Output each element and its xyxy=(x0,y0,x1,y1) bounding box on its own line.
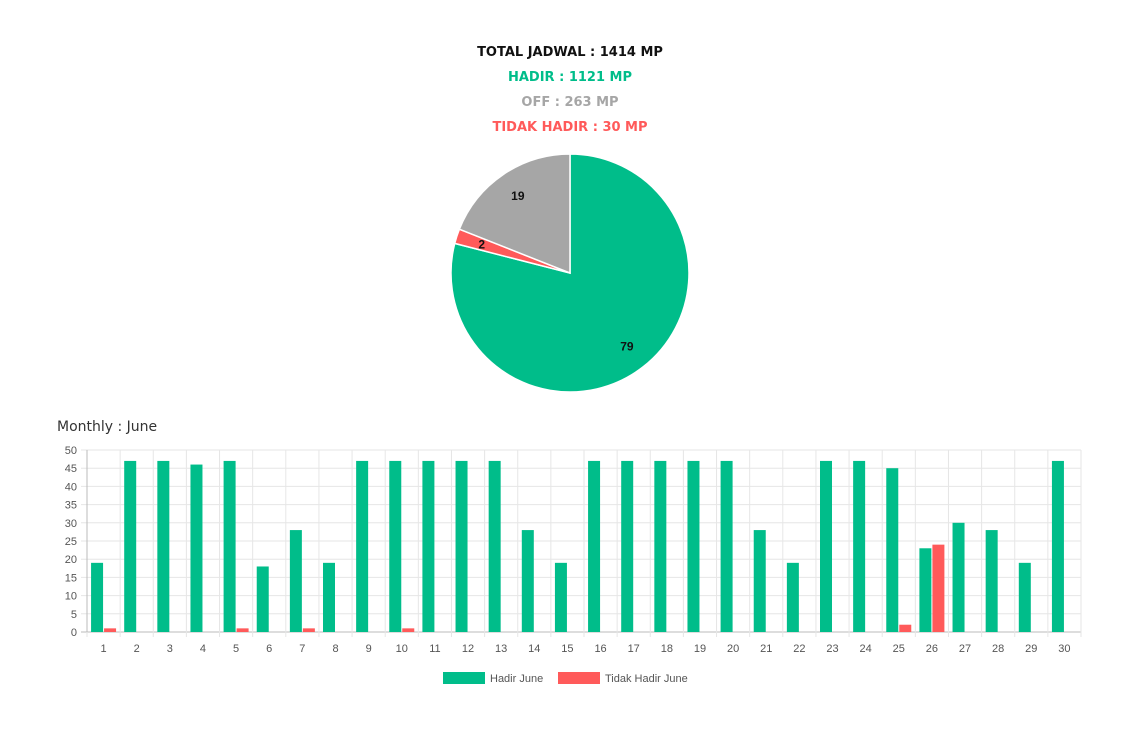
x-tick-label: 3 xyxy=(167,643,173,655)
x-tick-label: 27 xyxy=(959,643,971,655)
x-tick-label: 11 xyxy=(429,643,440,655)
x-tick-label: 5 xyxy=(233,643,239,655)
bar-hadir-day-24 xyxy=(853,460,866,632)
bar-tidak-hadir-day-10 xyxy=(402,628,415,632)
bar-hadir-day-8 xyxy=(323,562,335,632)
y-tick-label: 0 xyxy=(71,627,77,639)
x-tick-label: 13 xyxy=(495,643,507,655)
x-tick-label: 9 xyxy=(366,643,372,655)
bar-hadir-day-25 xyxy=(886,468,899,632)
pie-slice-label-tidak-hadir: 2 xyxy=(478,237,485,251)
bar-hadir-day-9 xyxy=(356,460,369,632)
y-tick-label: 15 xyxy=(65,572,77,584)
x-tick-label: 30 xyxy=(1058,643,1070,655)
bar-hadir-day-15 xyxy=(554,562,567,632)
y-tick-label: 35 xyxy=(65,500,77,512)
x-tick-label: 10 xyxy=(396,643,408,655)
x-tick-label: 29 xyxy=(1025,643,1037,655)
bar-hadir-day-17 xyxy=(621,460,634,632)
x-tick-label: 8 xyxy=(332,643,338,655)
y-tick-label: 10 xyxy=(65,591,77,603)
bar-hadir-day-21 xyxy=(753,530,766,632)
x-tick-label: 24 xyxy=(860,643,872,655)
bar-hadir-day-6 xyxy=(256,566,269,632)
pie-slice-label-off: 19 xyxy=(511,189,525,203)
legend-label-hadir-june: Hadir June xyxy=(490,673,543,685)
x-tick-label: 20 xyxy=(727,643,739,655)
y-tick-label: 50 xyxy=(65,445,77,457)
bar-tidak-hadir-day-5 xyxy=(236,628,249,632)
bar-hadir-day-28 xyxy=(985,530,998,632)
hadir-label: HADIR : 1121 MP xyxy=(507,70,632,85)
bar-hadir-day-16 xyxy=(588,460,601,632)
y-tick-label: 5 xyxy=(71,609,77,621)
y-tick-label: 25 xyxy=(65,536,77,548)
x-tick-label: 6 xyxy=(266,643,272,655)
legend-label-tidak-hadir-june: Tidak Hadir June xyxy=(605,673,688,685)
bar-hadir-day-18 xyxy=(654,460,667,632)
x-tick-label: 7 xyxy=(299,643,305,655)
bar-tidak-hadir-day-7 xyxy=(302,628,315,632)
x-tick-label: 2 xyxy=(134,643,140,655)
x-tick-label: 28 xyxy=(992,643,1004,655)
x-tick-label: 15 xyxy=(561,643,573,655)
bar-hadir-day-20 xyxy=(720,460,733,632)
x-tick-label: 14 xyxy=(528,643,540,655)
bar-hadir-day-19 xyxy=(687,460,700,632)
bar-hadir-day-27 xyxy=(952,522,965,632)
x-tick-label: 26 xyxy=(926,643,938,655)
bar-hadir-day-4 xyxy=(190,464,203,632)
bar-hadir-day-26 xyxy=(919,548,932,632)
x-tick-label: 18 xyxy=(661,643,673,655)
x-tick-label: 21 xyxy=(760,643,772,655)
y-tick-label: 30 xyxy=(65,518,77,530)
x-tick-label: 16 xyxy=(594,643,606,655)
pie-slice-off xyxy=(458,153,571,275)
bar-hadir-day-3 xyxy=(157,460,170,632)
legend-swatch-tidak-hadir-june xyxy=(558,672,600,684)
bar-tidak-hadir-day-26 xyxy=(932,544,945,632)
x-tick-label: 19 xyxy=(694,643,706,655)
bar-hadir-day-11 xyxy=(422,460,435,632)
tidak-hadir-label: TIDAK HADIR : 30 MP xyxy=(492,120,648,135)
y-tick-label: 40 xyxy=(65,481,77,493)
x-tick-label: 12 xyxy=(462,643,474,655)
attendance-pie-chart: 79 2 19 xyxy=(450,153,690,393)
x-tick-label: 4 xyxy=(200,643,206,655)
bar-tidak-hadir-day-1 xyxy=(104,628,117,632)
bar-hadir-day-13 xyxy=(488,460,501,632)
legend-swatch-hadir-june xyxy=(443,672,485,684)
bar-hadir-day-14 xyxy=(521,530,534,632)
bar-hadir-day-5 xyxy=(223,460,236,632)
total-jadwal-label: TOTAL JADWAL : 1414 MP xyxy=(477,45,663,60)
bar-hadir-day-12 xyxy=(455,460,468,632)
monthly-chart-title: Monthly : June xyxy=(57,419,158,435)
x-tick-label: 25 xyxy=(893,643,905,655)
bar-hadir-day-1 xyxy=(91,562,104,632)
y-tick-label: 45 xyxy=(65,463,77,475)
x-tick-label: 22 xyxy=(793,643,805,655)
x-tick-label: 17 xyxy=(628,643,640,655)
bar-tidak-hadir-day-25 xyxy=(899,624,912,632)
bar-hadir-day-22 xyxy=(786,562,799,632)
bar-hadir-day-10 xyxy=(389,460,402,632)
y-tick-label: 20 xyxy=(65,554,77,566)
x-tick-label: 23 xyxy=(826,643,838,655)
bar-hadir-day-23 xyxy=(820,460,832,632)
bar-hadir-day-7 xyxy=(289,530,302,632)
pie-slice-label-hadir: 79 xyxy=(620,339,634,353)
x-tick-label: 1 xyxy=(101,643,107,655)
bar-hadir-day-30 xyxy=(1051,460,1064,632)
bar-hadir-day-2 xyxy=(124,460,137,632)
off-label: OFF : 263 MP xyxy=(521,95,619,110)
bar-hadir-day-29 xyxy=(1018,562,1031,632)
